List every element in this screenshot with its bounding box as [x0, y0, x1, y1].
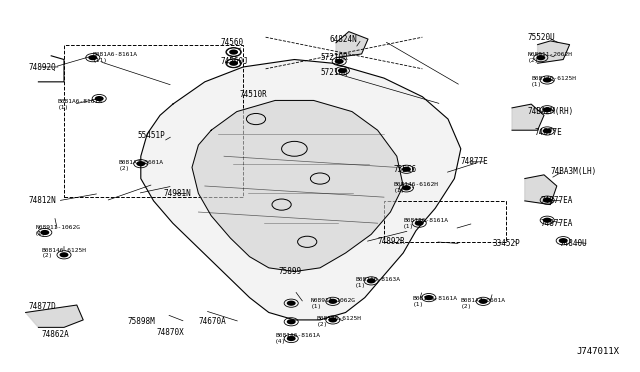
Circle shape	[229, 49, 238, 55]
Text: 74877EA: 74877EA	[541, 196, 573, 205]
Circle shape	[40, 230, 49, 235]
Circle shape	[328, 299, 337, 304]
Circle shape	[424, 295, 433, 300]
Text: 74981N: 74981N	[163, 189, 191, 198]
Circle shape	[543, 218, 552, 223]
Text: 74877E: 74877E	[534, 128, 562, 137]
Circle shape	[536, 55, 545, 60]
Text: B081A6-8161A
(1): B081A6-8161A (1)	[403, 218, 448, 229]
Polygon shape	[538, 41, 570, 63]
Circle shape	[402, 185, 411, 190]
Circle shape	[287, 319, 296, 324]
Text: 74892R: 74892R	[378, 237, 405, 246]
Circle shape	[287, 301, 296, 306]
Circle shape	[338, 68, 347, 73]
Text: 64824N: 64824N	[330, 35, 357, 44]
Circle shape	[60, 252, 68, 257]
Text: B08146-6162H
(1): B08146-6162H (1)	[394, 182, 438, 193]
Text: J747011X: J747011X	[576, 347, 619, 356]
Circle shape	[543, 77, 552, 83]
Text: 75520U: 75520U	[528, 33, 556, 42]
Text: 74892Q: 74892Q	[29, 62, 56, 71]
Polygon shape	[336, 32, 368, 58]
Circle shape	[367, 278, 376, 283]
Text: B081A6-8161A
(1): B081A6-8161A (1)	[58, 99, 102, 110]
Circle shape	[415, 221, 424, 226]
Text: 57210R: 57210R	[320, 53, 348, 62]
Circle shape	[335, 59, 344, 64]
Text: 74877EA: 74877EA	[541, 219, 573, 228]
Text: 74877D: 74877D	[29, 302, 56, 311]
Circle shape	[136, 161, 145, 166]
Circle shape	[543, 198, 552, 203]
Text: B081A6-8161A
(4): B081A6-8161A (4)	[275, 333, 320, 344]
Circle shape	[543, 128, 552, 134]
Circle shape	[559, 238, 568, 243]
Circle shape	[229, 61, 238, 66]
Polygon shape	[192, 100, 403, 272]
Text: B081A7-0601A
(2): B081A7-0601A (2)	[118, 160, 163, 171]
Text: B08146-6125H
(2): B08146-6125H (2)	[42, 247, 86, 259]
Text: 74560: 74560	[221, 38, 244, 47]
Text: 74862A: 74862A	[42, 330, 69, 339]
Text: 74670A: 74670A	[198, 317, 226, 326]
Text: N08911-1062G
(1): N08911-1062G (1)	[310, 298, 355, 309]
Text: 74BA2M(RH): 74BA2M(RH)	[528, 107, 574, 116]
Circle shape	[479, 299, 488, 304]
Circle shape	[543, 107, 552, 112]
Polygon shape	[525, 175, 557, 205]
Text: B081A6-8161A
(11): B081A6-8161A (11)	[93, 52, 138, 63]
Text: B081A6-8161A
(1): B081A6-8161A (1)	[413, 296, 458, 307]
Circle shape	[402, 167, 411, 172]
Text: 57210Q: 57210Q	[320, 68, 348, 77]
Circle shape	[287, 336, 296, 341]
Text: 74BA3M(LH): 74BA3M(LH)	[550, 167, 596, 176]
Polygon shape	[512, 104, 544, 130]
Text: 74870X: 74870X	[157, 328, 184, 337]
Text: 74560J: 74560J	[221, 57, 248, 66]
Text: 74840U: 74840U	[560, 239, 588, 248]
Polygon shape	[26, 305, 83, 327]
Text: B081A6-8163A
(1): B081A6-8163A (1)	[355, 277, 400, 288]
Circle shape	[328, 317, 337, 323]
Text: 755C6: 755C6	[394, 165, 417, 174]
Text: 74812N: 74812N	[29, 196, 56, 205]
Text: 33452P: 33452P	[493, 239, 520, 248]
Text: 55451P: 55451P	[138, 131, 165, 140]
Text: N08911-2062H
(2): N08911-2062H (2)	[528, 52, 573, 63]
Text: 74510R: 74510R	[240, 90, 268, 99]
Text: N08911-1062G
(1): N08911-1062G (1)	[35, 225, 80, 236]
Text: B081A7-0601A
(2): B081A7-0601A (2)	[461, 298, 506, 309]
Text: 75899: 75899	[278, 267, 301, 276]
Text: B08146-6125H
(2): B08146-6125H (2)	[317, 316, 362, 327]
Polygon shape	[141, 60, 461, 320]
Text: B08146-6125H
(1): B08146-6125H (1)	[531, 76, 576, 87]
Text: 75898M: 75898M	[128, 317, 156, 326]
Text: 74877E: 74877E	[461, 157, 488, 166]
Circle shape	[95, 96, 104, 101]
Circle shape	[88, 55, 97, 60]
